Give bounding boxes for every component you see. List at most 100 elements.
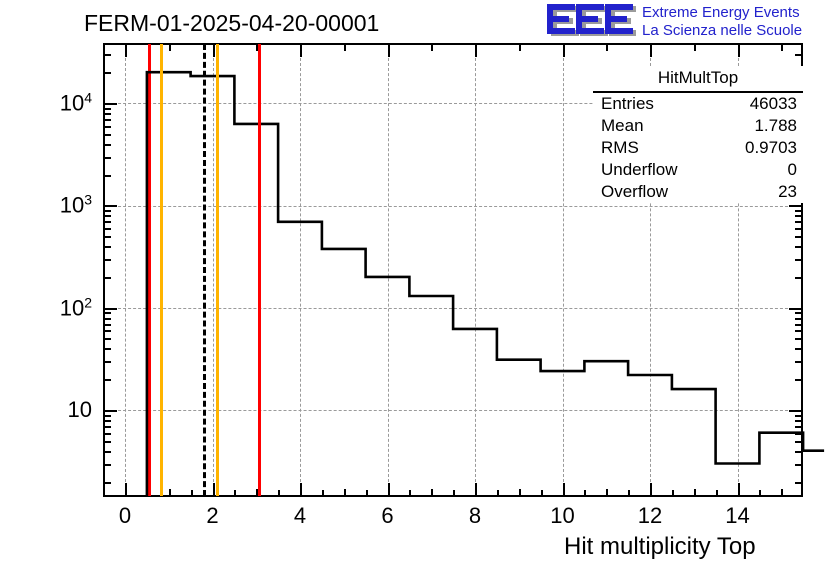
- y-axis-minor-tick: [103, 156, 111, 159]
- marker-line-red-low: [148, 44, 151, 496]
- x-axis-minor-tick: [453, 490, 456, 497]
- gridline-vertical: [562, 43, 564, 497]
- x-axis-ticklabel: 12: [637, 503, 663, 528]
- x-axis-ticklabel: 8: [468, 503, 482, 528]
- x-axis-tick: [781, 489, 784, 497]
- x-axis-ticklabel: 2: [206, 503, 219, 528]
- x-axis-minor-tick: [496, 490, 499, 497]
- y-axis-minor-tick-right: [795, 440, 803, 443]
- y-axis-minor-tick-right: [795, 414, 803, 417]
- x-axis-tick: [606, 489, 609, 497]
- x-axis-minor-tick: [190, 490, 193, 497]
- eee-logo-line2: La Scienza nelle Scuole: [642, 22, 803, 39]
- x-axis-tick-top: [431, 43, 434, 51]
- histogram-step-line: [145, 70, 825, 497]
- stats-row-value: 0.9703: [745, 138, 797, 157]
- y-axis-minor-tick: [103, 450, 111, 453]
- x-axis-ticklabel: 6: [381, 503, 394, 528]
- stats-row: RMS 0.9703: [593, 137, 803, 159]
- x-axis-tick-top: [387, 43, 390, 57]
- stats-row: Entries 46033: [593, 93, 803, 115]
- y-axis-minor-tick-right: [795, 228, 803, 231]
- y-axis-minor-tick: [103, 323, 111, 326]
- y-axis-minor-tick-right: [795, 425, 803, 428]
- y-axis-minor-tick: [103, 312, 111, 315]
- gridline-vertical: [212, 43, 214, 497]
- marker-line-orange-low: [160, 44, 163, 496]
- y-axis-minor-tick-right: [795, 361, 803, 364]
- x-axis-tick: [212, 483, 215, 497]
- histogram-outline: [145, 70, 825, 497]
- x-axis-tick-top: [168, 43, 171, 51]
- gridline-vertical: [300, 43, 301, 497]
- stats-row-key: RMS: [601, 138, 639, 157]
- y-axis-minor-tick: [103, 440, 111, 443]
- x-axis-tick-top: [650, 43, 652, 57]
- y-axis-minor-tick-right: [795, 276, 803, 279]
- x-axis-minor-tick: [671, 490, 674, 497]
- gridline-vertical: [737, 43, 739, 497]
- y-axis-minor-tick: [103, 54, 111, 57]
- y-axis-tick-right: [789, 410, 803, 412]
- y-axis-minor-tick: [103, 361, 111, 364]
- plot-area: [103, 43, 825, 497]
- y-axis-minor-tick: [103, 236, 111, 239]
- y-axis-minor-tick: [103, 414, 111, 417]
- y-axis-tick-right: [789, 307, 803, 310]
- eee-logo: Extreme Energy Events La Scienza nelle S…: [546, 2, 834, 42]
- x-axis-tick: [387, 483, 390, 497]
- x-axis-ticklabel: 0: [118, 503, 132, 528]
- x-axis-tick: [300, 483, 302, 497]
- eee-logo-mark-icon: [547, 4, 636, 36]
- gridline-vertical: [650, 43, 651, 497]
- marker-line-orange-high: [216, 44, 219, 496]
- x-axis-tick-top: [518, 43, 521, 51]
- y-axis-minor-tick-right: [795, 236, 803, 239]
- stats-row-value: 23: [778, 182, 797, 201]
- x-axis-tick-top: [693, 43, 696, 51]
- stats-row: Mean 1.788: [593, 115, 803, 137]
- y-axis-minor-tick: [103, 276, 111, 279]
- stats-title: HitMultTop: [593, 66, 803, 93]
- y-axis-ticklabel: 104: [59, 89, 92, 116]
- y-axis-minor-tick-right: [795, 338, 803, 341]
- y-axis-minor-tick: [103, 317, 111, 320]
- x-axis-tick: [650, 483, 652, 497]
- y-axis-minor-tick: [103, 215, 111, 218]
- x-axis-minor-tick: [584, 490, 587, 497]
- y-axis-tick-right: [789, 205, 803, 208]
- y-axis-minor-tick-right: [795, 323, 803, 326]
- x-axis-minor-tick: [234, 490, 237, 497]
- x-axis-minor-tick: [409, 490, 412, 497]
- stats-row-value: 0: [787, 160, 797, 179]
- x-axis-tick: [168, 489, 171, 497]
- page-title: FERM-01-2025-04-20-00001: [84, 10, 380, 36]
- x-axis-tick: [475, 483, 477, 497]
- y-axis-minor-tick: [103, 425, 111, 428]
- stats-row: Overflow 23: [593, 181, 803, 203]
- x-axis-tick: [256, 489, 259, 497]
- eee-logo-line1: Extreme Energy Events: [642, 4, 800, 21]
- y-axis-minor-tick: [103, 228, 111, 231]
- x-axis-minor-tick: [321, 490, 324, 497]
- x-axis-tick-top: [781, 43, 784, 51]
- y-axis-minor-tick-right: [795, 330, 803, 333]
- y-axis-minor-tick-right: [795, 450, 803, 453]
- marker-line-mean-dashed: [202, 44, 206, 496]
- x-axis-tick: [562, 483, 565, 497]
- y-axis-minor-tick: [103, 419, 111, 422]
- y-axis-minor-tick: [103, 246, 111, 249]
- stats-rows: Entries 46033 Mean 1.788 RMS 0.9703 Underflow 0…: [593, 93, 803, 203]
- y-axis-minor-tick: [103, 143, 111, 146]
- stats-row-key: Mean: [601, 116, 644, 135]
- y-axis-minor-tick: [103, 463, 111, 466]
- x-axis-title: Hit multiplicity Top: [564, 533, 756, 560]
- x-axis-tick-top: [212, 43, 215, 57]
- x-axis-tick: [343, 489, 346, 497]
- x-axis-tick: [431, 489, 434, 497]
- y-axis-minor-tick-right: [795, 210, 803, 213]
- y-axis-minor-tick: [103, 330, 111, 333]
- y-axis-minor-tick: [103, 221, 111, 224]
- plot-frame: [103, 43, 803, 497]
